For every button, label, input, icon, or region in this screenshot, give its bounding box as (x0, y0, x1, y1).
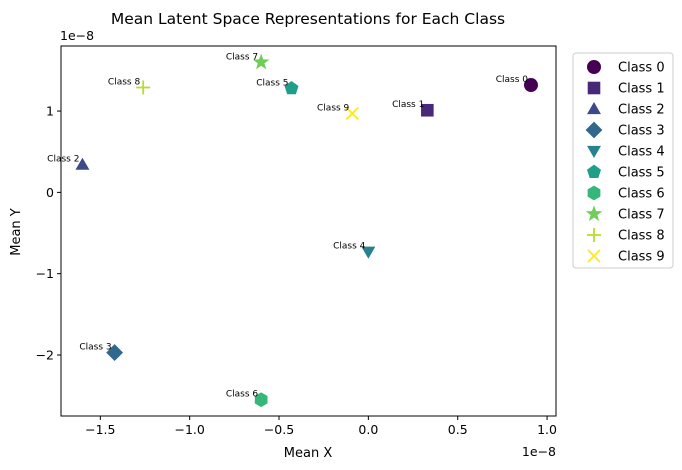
y-tick-label: −2 (36, 348, 54, 363)
plot-frame (60, 45, 557, 417)
y-offset-label: 1e−8 (60, 28, 94, 43)
x-axis-label: Mean X (284, 446, 333, 461)
point-class-4 (361, 246, 376, 259)
y-axis-label: Mean Y (9, 208, 24, 256)
point-class-7 (252, 53, 270, 70)
legend-marker (587, 185, 601, 201)
point-class-3 (106, 344, 124, 361)
point-class-5 (284, 80, 299, 95)
x-tick-label: −1.0 (174, 422, 204, 437)
legend-label: Class 7 (618, 208, 665, 223)
point-label: Class 5 (256, 78, 288, 88)
legend-label: Class 1 (618, 82, 665, 97)
x-tick-label: 0.0 (358, 422, 378, 437)
x-tick-label: 1.0 (537, 422, 557, 437)
legend: Class 0 Class 1 Class 2 Class 3 Class 4 Class… (572, 52, 674, 269)
legend-label: Class 9 (618, 250, 665, 265)
legend-marker (587, 164, 601, 178)
point-class-2 (75, 157, 90, 170)
point-class-9 (345, 106, 359, 121)
x-offset-label: 1e−8 (522, 444, 556, 459)
y-tick-label: −1 (36, 266, 54, 281)
point-label: Class 8 (108, 77, 141, 87)
legend-marker (587, 249, 601, 263)
point-class-6 (254, 392, 268, 408)
point-label: Class 6 (226, 390, 259, 400)
point-label: Class 2 (47, 155, 79, 165)
y-tick-label: 0 (46, 185, 54, 200)
point-label: Class 1 (392, 100, 424, 110)
legend-label: Class 5 (618, 166, 665, 181)
legend-label: Class 8 (618, 229, 665, 244)
point-class-8 (136, 80, 151, 95)
point-label: Class 7 (226, 52, 258, 62)
legend-marker (587, 60, 601, 74)
point-class-1 (421, 103, 434, 117)
legend-label: Class 6 (618, 187, 665, 202)
point-label: Class 0 (496, 75, 529, 85)
legend-label: Class 2 (618, 103, 665, 118)
point-label: Class 3 (79, 343, 111, 353)
point-label: Class 4 (333, 242, 366, 252)
legend-marker (585, 121, 603, 139)
point-class-0 (523, 78, 538, 93)
legend-label: Class 0 (618, 61, 665, 76)
legend-marker (587, 228, 601, 242)
legend-marker (585, 205, 603, 222)
x-tick-label: −1.5 (85, 422, 115, 437)
legend-marker (587, 81, 601, 95)
x-tick-label: 0.5 (448, 422, 468, 437)
legend-marker (587, 102, 601, 115)
x-tick-label: −0.5 (264, 422, 294, 437)
y-tick-label: 1 (46, 104, 54, 119)
legend-label: Class 3 (618, 124, 665, 139)
legend-marker (587, 145, 601, 158)
chart-title: Mean Latent Space Representations for Ea… (111, 10, 505, 28)
legend-label: Class 4 (618, 145, 665, 160)
point-label: Class 9 (317, 103, 350, 113)
